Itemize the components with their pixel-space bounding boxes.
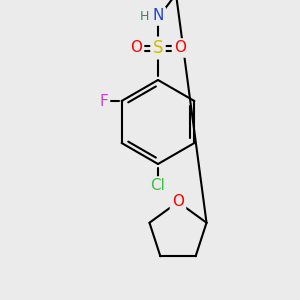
Text: F: F bbox=[99, 94, 108, 109]
Text: O: O bbox=[172, 194, 184, 209]
Text: Cl: Cl bbox=[151, 178, 165, 194]
Text: H: H bbox=[139, 10, 149, 22]
Text: S: S bbox=[153, 39, 163, 57]
Text: O: O bbox=[174, 40, 186, 56]
Text: O: O bbox=[130, 40, 142, 56]
Text: N: N bbox=[152, 8, 164, 23]
